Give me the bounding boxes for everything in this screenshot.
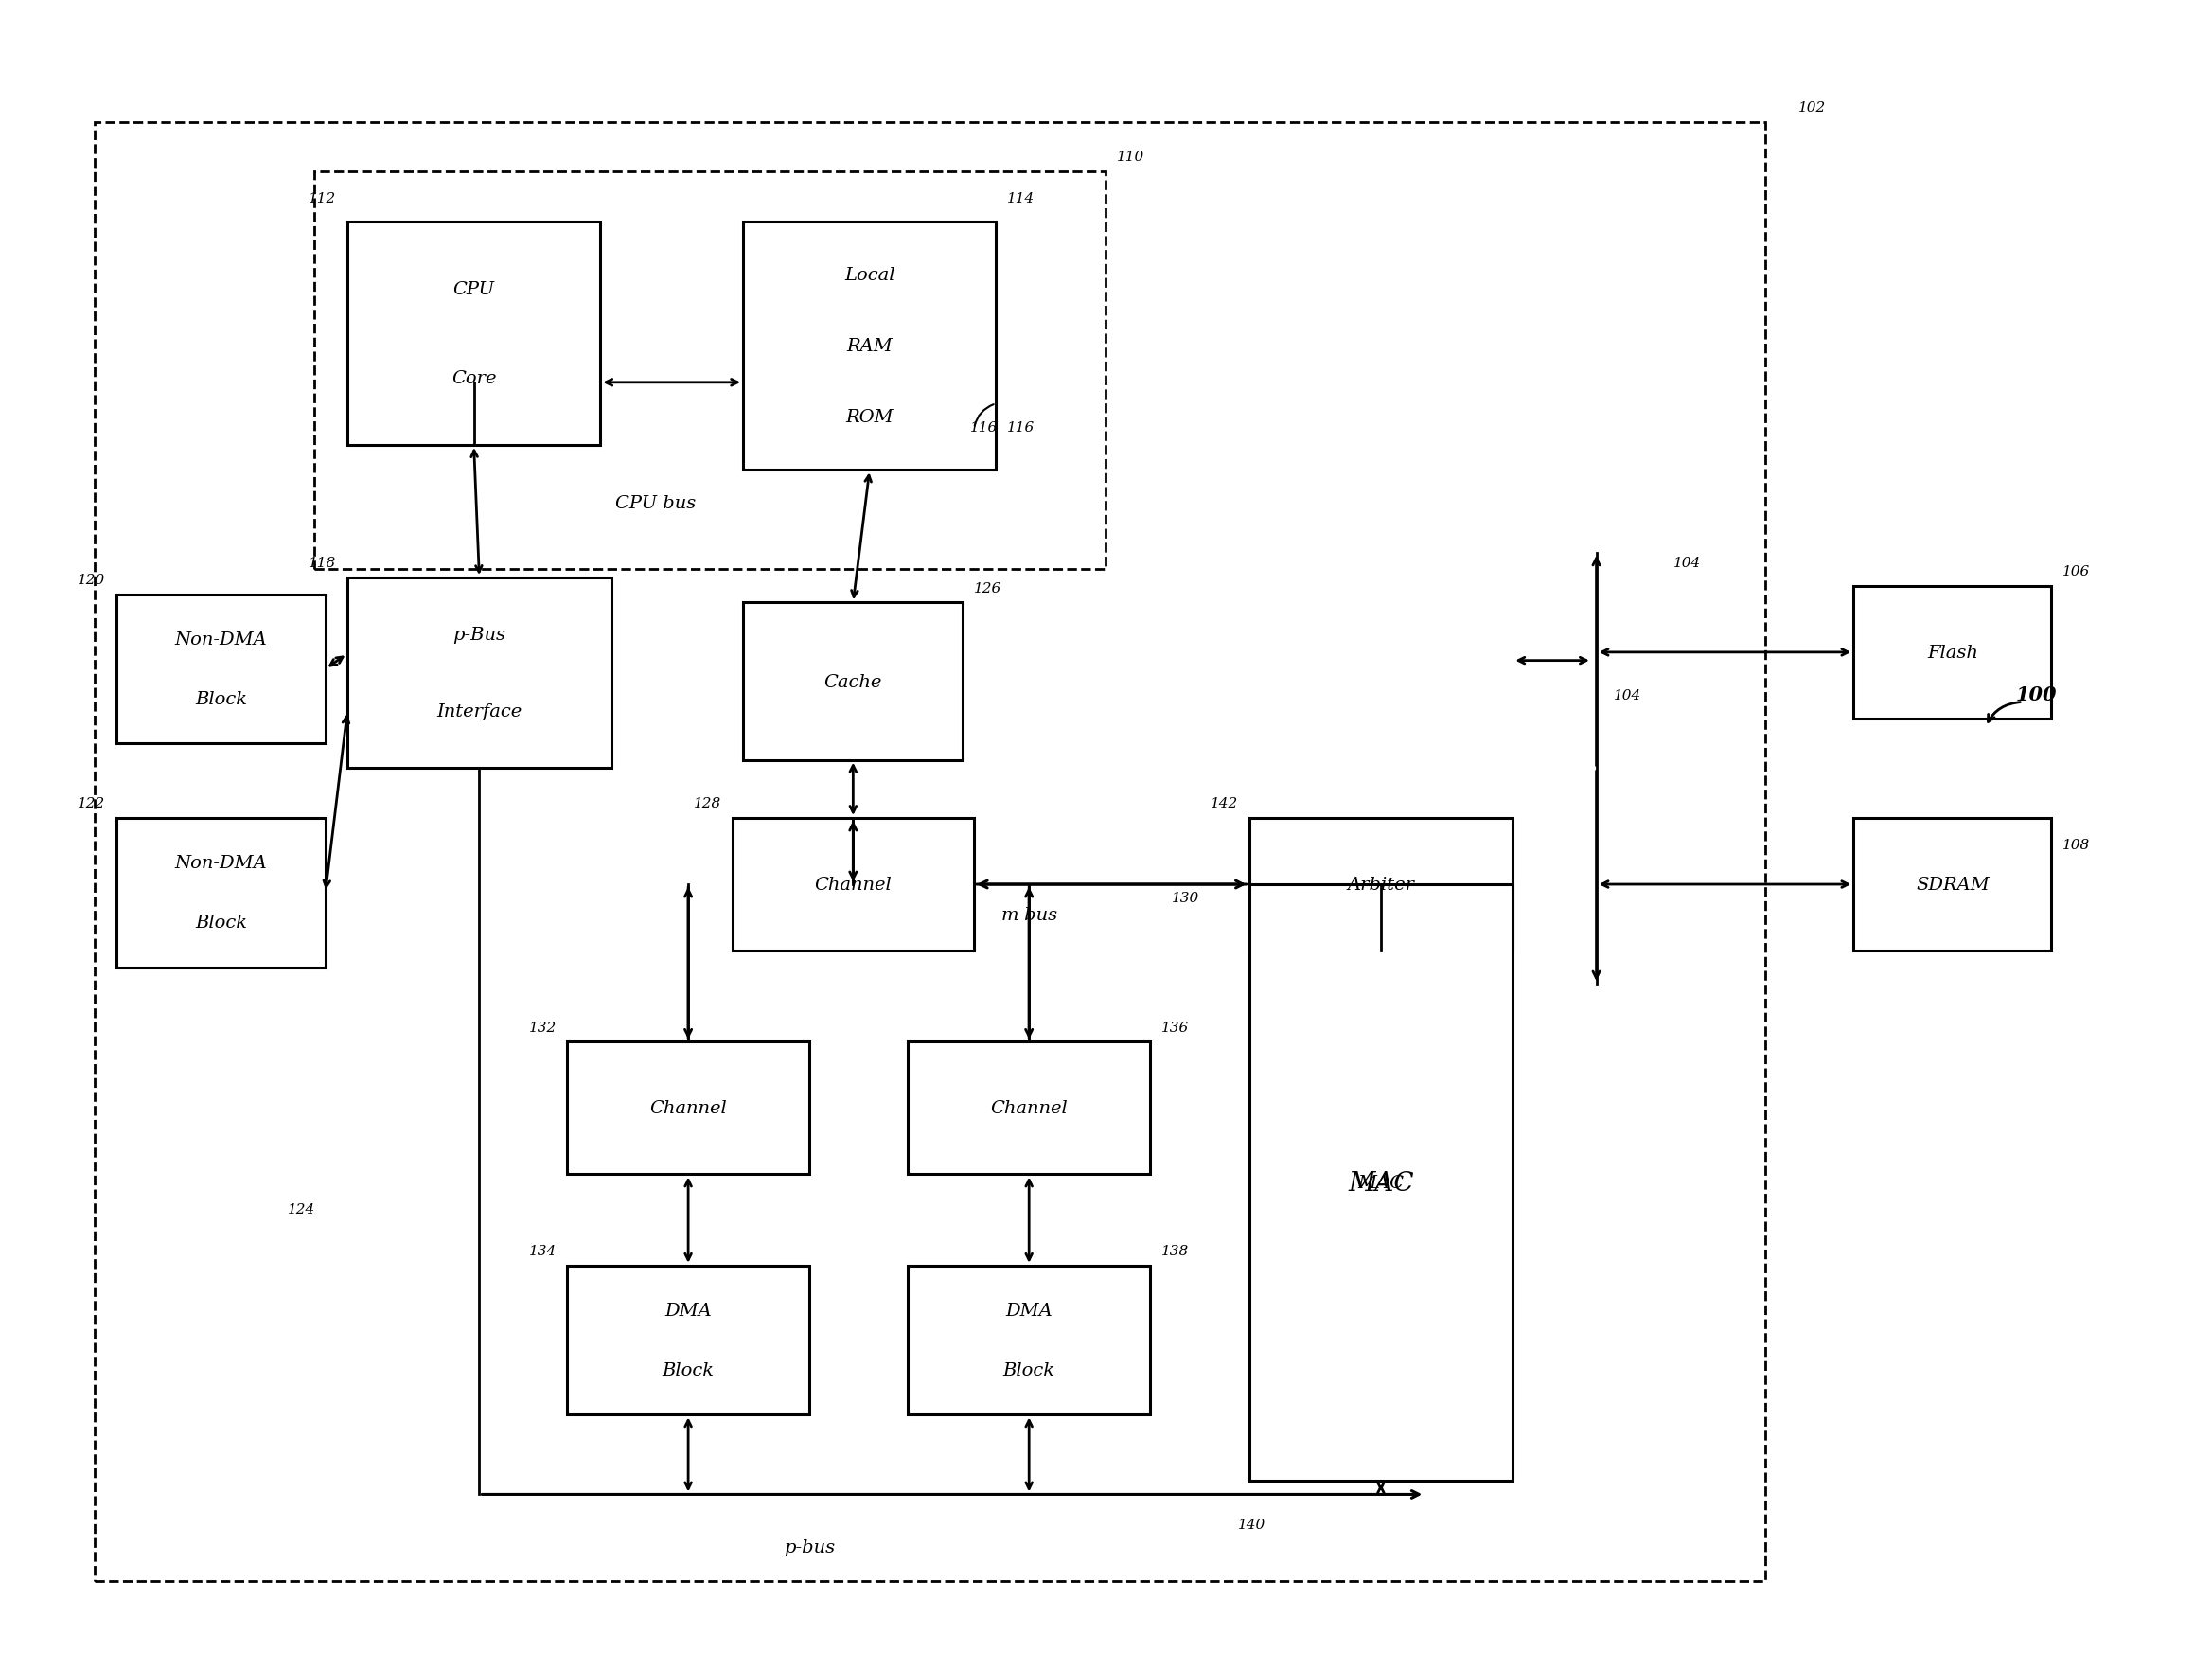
Text: 108: 108 [2062,838,2090,852]
Text: 116: 116 [1006,421,1035,434]
Text: MAC: MAC [1358,1174,1405,1191]
Text: ROM: ROM [845,409,894,426]
Text: 114: 114 [1006,192,1035,205]
Text: Non-DMA: Non-DMA [175,855,268,872]
Text: CPU bus: CPU bus [615,494,695,513]
Text: DMA: DMA [1006,1303,1053,1319]
Bar [347,578,611,768]
Text: 124: 124 [288,1202,316,1216]
Text: 138: 138 [1161,1244,1188,1258]
Bar [909,1042,1150,1174]
Text: RAM: RAM [847,337,894,354]
Text: Flash: Flash [1927,645,1978,661]
Text: 102: 102 [1798,100,1827,114]
Text: 134: 134 [529,1244,555,1258]
Text: 128: 128 [695,797,721,810]
Bar [909,1266,1150,1414]
Text: p-bus: p-bus [783,1540,834,1556]
Text: Block: Block [195,691,248,708]
Text: 136: 136 [1161,1020,1188,1034]
Text: CPU: CPU [453,281,495,297]
Text: Interface: Interface [436,703,522,720]
Text: Arbiter: Arbiter [1347,877,1413,893]
Text: Channel: Channel [814,877,891,893]
Text: 110: 110 [1117,150,1144,164]
Text: SDRAM: SDRAM [1916,877,1989,893]
Text: Channel: Channel [650,1101,728,1117]
Text: 132: 132 [529,1020,555,1034]
Text: DMA: DMA [664,1303,712,1319]
Text: Block: Block [195,913,248,932]
Bar [743,603,962,760]
Text: 100: 100 [2015,685,2057,703]
Text: 126: 126 [973,581,1002,595]
Text: m-bus: m-bus [1000,907,1057,924]
Bar [117,595,325,743]
Text: 130: 130 [1172,892,1199,905]
Bar [117,818,325,967]
Text: Block: Block [661,1361,714,1379]
Text: Core: Core [451,371,495,387]
Text: Local: Local [845,267,896,284]
Bar [314,172,1106,569]
Text: Cache: Cache [825,673,883,690]
Text: 104: 104 [1672,556,1701,569]
Bar [743,222,995,471]
Bar [1854,818,2051,950]
Text: 122: 122 [77,797,106,810]
Text: 104: 104 [1615,690,1641,703]
Text: Non-DMA: Non-DMA [175,631,268,648]
Bar [566,1042,810,1174]
Text: 142: 142 [1210,797,1239,810]
Bar [347,222,599,446]
Bar [1250,818,1513,950]
Text: 112: 112 [310,192,336,205]
Text: Block: Block [1002,1361,1055,1379]
Text: MAC: MAC [1347,1171,1413,1196]
Bar [1250,885,1513,1481]
Text: 140: 140 [1239,1518,1265,1531]
Text: 120: 120 [77,573,106,586]
Bar [566,1266,810,1414]
Text: 106: 106 [2062,564,2090,578]
Bar [95,122,1765,1580]
Bar [1854,586,2051,720]
Text: Channel: Channel [991,1101,1068,1117]
Text: 116: 116 [969,421,998,434]
Bar [732,818,973,950]
Text: 118: 118 [310,556,336,569]
Text: p-Bus: p-Bus [453,626,507,645]
